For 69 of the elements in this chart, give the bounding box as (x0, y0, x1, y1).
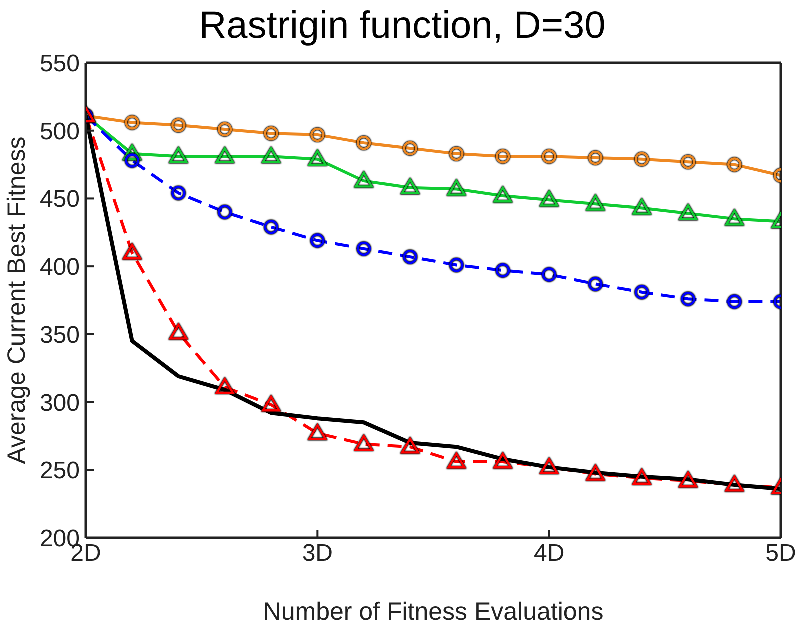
point (170, 148, 188, 164)
point (726, 210, 744, 226)
point (448, 180, 466, 196)
point (679, 472, 698, 488)
point (542, 268, 556, 282)
point (264, 126, 278, 141)
point (634, 152, 650, 166)
point (172, 118, 186, 133)
point (540, 458, 558, 474)
point (310, 234, 325, 248)
point (216, 148, 234, 164)
point (170, 324, 188, 340)
point (448, 452, 466, 469)
point (172, 186, 186, 200)
point (403, 250, 418, 264)
point (586, 195, 605, 211)
y-tick-label: 550 (40, 50, 80, 78)
point (679, 204, 698, 220)
point (308, 150, 327, 166)
point (632, 199, 652, 215)
point (401, 438, 420, 454)
point (354, 435, 374, 452)
point (634, 285, 650, 300)
point (218, 122, 232, 137)
point (494, 452, 512, 469)
y-tick-label: 450 (40, 186, 80, 214)
point (681, 154, 696, 170)
point (401, 178, 420, 195)
point (728, 294, 742, 309)
point (588, 277, 603, 292)
point (632, 469, 652, 485)
y-tick-label: 300 (40, 390, 80, 417)
x-tick-label: 4D (534, 540, 565, 568)
point (542, 150, 556, 164)
point (262, 148, 280, 164)
point (354, 172, 374, 188)
point (728, 158, 742, 172)
point (123, 244, 142, 260)
chart-title: Rastrigin function, D=30 (198, 4, 607, 49)
point (310, 128, 325, 142)
point (262, 396, 280, 412)
x-axis-title: Number of Fitness Evaluations (263, 598, 604, 626)
y-tick-label: 500 (40, 118, 80, 146)
point (264, 220, 278, 234)
point (123, 144, 142, 161)
point (218, 205, 232, 220)
point (588, 150, 603, 166)
y-tick-label: 400 (40, 254, 80, 282)
point (681, 292, 696, 306)
y-tick-label: 250 (40, 458, 80, 485)
point (494, 186, 512, 203)
point (356, 242, 372, 256)
point (216, 378, 234, 394)
point (450, 146, 464, 162)
point (450, 258, 464, 272)
y-tick-label: 350 (40, 322, 80, 349)
point (403, 141, 418, 156)
point (356, 136, 372, 150)
x-tick-label: 3D (302, 540, 334, 568)
y-axis-title: Average Current Best Fitness (2, 136, 31, 464)
point (586, 465, 605, 481)
point (308, 424, 327, 440)
point (496, 150, 510, 164)
point (125, 116, 140, 130)
point (125, 154, 140, 168)
point (540, 190, 558, 207)
point (726, 476, 744, 492)
x-tick-label: 5D (766, 540, 796, 568)
point (496, 264, 510, 278)
